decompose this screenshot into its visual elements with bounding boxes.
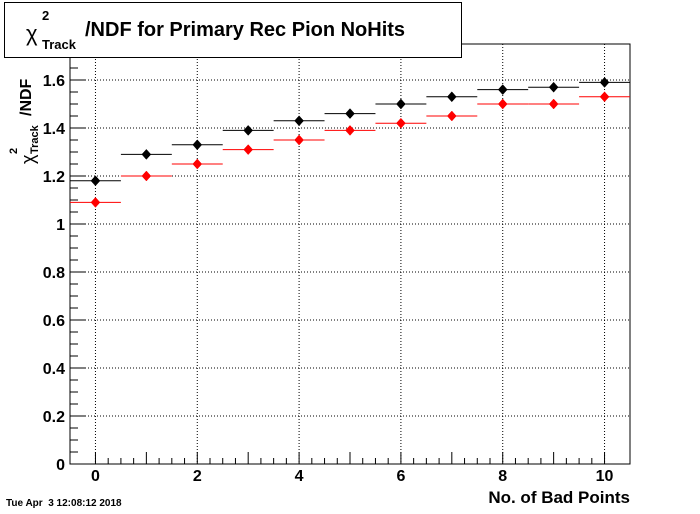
- y-tick-label: 0.2: [43, 409, 65, 426]
- y-tick-label: 1.6: [43, 73, 65, 90]
- y-tick-label: 0.4: [43, 361, 65, 378]
- tick-labels: 0 2 4 6 8 10 0 0.2 0.4 0.6 0.8 1 1.2 1.4 1.6: [43, 73, 614, 485]
- x-tick-label: 8: [498, 468, 507, 485]
- plot-canvas: 0 2 4 6 8 10 0 0.2 0.4 0.6 0.8 1 1.2 1.4 1.6 No. of Ba…: [0, 0, 700, 514]
- x-tick-label: 10: [596, 468, 614, 485]
- y-title-superscript: 2: [8, 148, 20, 154]
- x-tick-label: 2: [193, 468, 202, 485]
- series-0-point: [91, 176, 100, 186]
- axis-ticks: [70, 44, 605, 464]
- series-1-point: [600, 92, 609, 102]
- series-1-point: [142, 171, 151, 181]
- series-0-point: [193, 140, 202, 150]
- series-1-point: [498, 99, 507, 109]
- series-1-point: [244, 145, 253, 155]
- series-0-point: [447, 92, 456, 102]
- title-subscript: Track: [42, 37, 76, 52]
- y-tick-label: 0: [56, 457, 65, 474]
- series-1-point: [447, 111, 456, 121]
- x-tick-label: 6: [396, 468, 405, 485]
- series-0-point: [600, 77, 609, 87]
- series-1-point: [346, 125, 355, 135]
- y-tick-label: 1.2: [43, 169, 65, 186]
- title-text: /NDF for Primary Rec Pion NoHits: [85, 19, 405, 42]
- series-0-point: [142, 149, 151, 159]
- x-tick-label: 4: [295, 468, 304, 485]
- y-tick-label: 0.6: [43, 313, 65, 330]
- series-0-point: [396, 99, 405, 109]
- title-box: χ 2 Track /NDF for Primary Rec Pion NoHi…: [4, 2, 462, 58]
- y-tick-label: 0.8: [43, 265, 65, 282]
- series-1-point: [396, 118, 405, 128]
- title-superscript: 2: [42, 8, 49, 23]
- y-axis-title: χ 2 Track /NDF: [34, 60, 35, 61]
- series-0-point: [498, 85, 507, 95]
- y-title-subscript: Track: [29, 125, 41, 154]
- series-1-point: [193, 159, 202, 169]
- series-0-point: [295, 116, 304, 126]
- x-axis-label: No. of Bad Points: [488, 488, 630, 507]
- y-tick-label: 1: [56, 217, 65, 234]
- series-1-point: [549, 99, 558, 109]
- title-chi-symbol: χ: [26, 21, 38, 47]
- series-1-point: [295, 135, 304, 145]
- y-title-ndf: /NDF: [18, 79, 36, 116]
- x-tick-label: 0: [91, 468, 100, 485]
- y-tick-label: 1.4: [43, 121, 65, 138]
- series-0-point: [549, 82, 558, 92]
- data-marks: [70, 77, 630, 207]
- series-1-point: [91, 197, 100, 207]
- series-0-point: [244, 125, 253, 135]
- series-0-point: [346, 109, 355, 119]
- y-title-chi-symbol: χ: [18, 155, 39, 164]
- grid-lines: [70, 44, 630, 464]
- timestamp: Tue Apr 3 12:08:12 2018: [6, 498, 122, 509]
- plot-frame: [70, 44, 630, 464]
